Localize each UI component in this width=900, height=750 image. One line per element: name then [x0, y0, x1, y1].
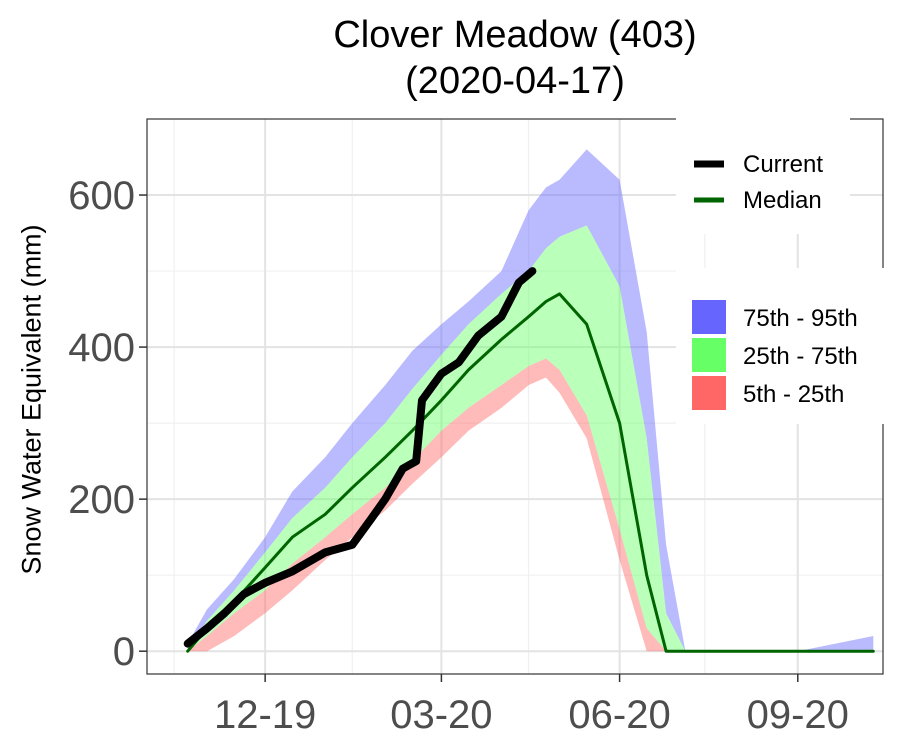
- legend-band-key: [692, 300, 726, 334]
- legend-band-key: [692, 376, 726, 410]
- band-75-95: [187, 149, 874, 652]
- series-lines: [183, 267, 875, 653]
- legend: Current Median 75th - 95th 25th - 75th 5th -…: [676, 112, 884, 424]
- x-tick-label: 12-19: [214, 693, 316, 737]
- current-line: [183, 267, 537, 648]
- legend-line-label: Median: [743, 187, 822, 214]
- y-tick-label: 600: [68, 174, 135, 218]
- x-axis-ticks: 12-19 03-20 06-20 09-20: [214, 674, 849, 737]
- legend-band-label: 5th - 25th: [743, 381, 844, 408]
- y-axis-ticks: 0 200 400 600: [68, 174, 147, 674]
- chart-title: Clover Meadow (403): [333, 14, 697, 56]
- legend-lines-box: [676, 112, 850, 234]
- x-tick-label: 06-20: [568, 693, 670, 737]
- x-tick-label: 03-20: [390, 693, 492, 737]
- median-line: [186, 292, 875, 653]
- percentile-bands: [187, 149, 874, 652]
- legend-band-label: 25th - 75th: [743, 343, 858, 370]
- y-tick-label: 0: [113, 630, 135, 674]
- y-tick-label: 400: [68, 326, 135, 370]
- legend-line-label: Current: [743, 151, 823, 178]
- chart-subtitle: (2020-04-17): [405, 60, 625, 102]
- y-tick-label: 200: [68, 478, 135, 522]
- band-25-75: [187, 225, 874, 652]
- x-tick-label: 09-20: [747, 693, 849, 737]
- legend-band-key: [692, 338, 726, 372]
- legend-band-label: 75th - 95th: [743, 305, 858, 332]
